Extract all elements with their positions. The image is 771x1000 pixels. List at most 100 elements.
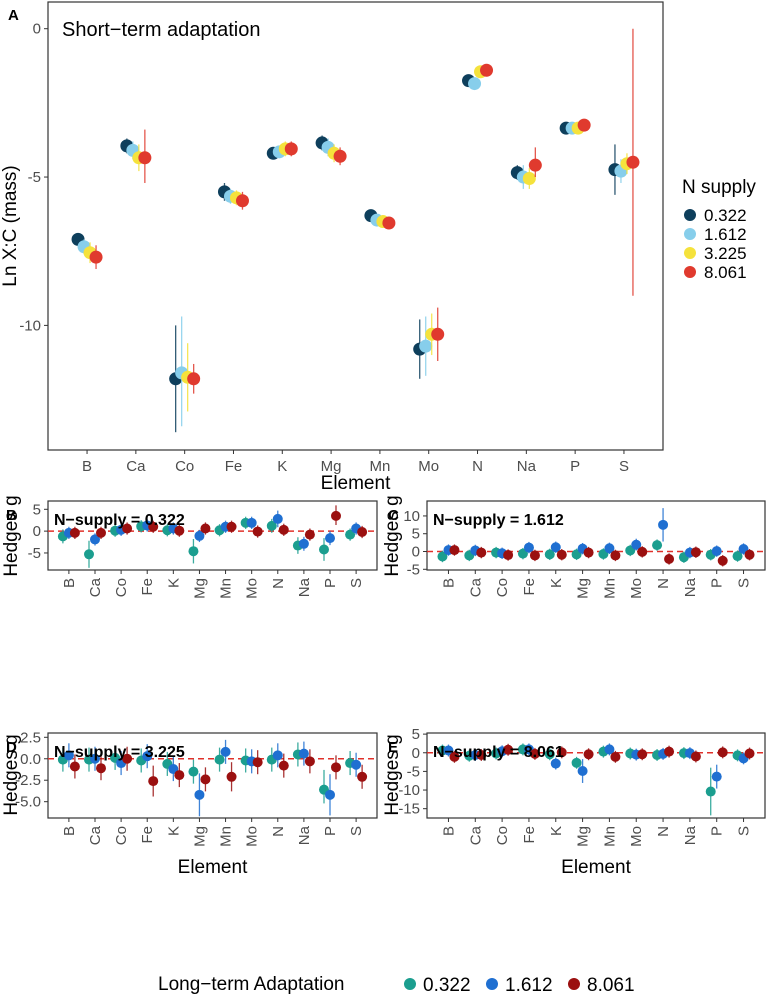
data-point [142, 751, 153, 762]
data-point [556, 747, 567, 758]
data-point [174, 770, 185, 781]
data-point [664, 746, 675, 757]
data-point [351, 759, 362, 770]
y-tick-label: 0 [412, 745, 420, 762]
x-tick-label: Mg [191, 826, 208, 847]
data-point [96, 527, 106, 538]
y-axis-label: Hedges g [1, 734, 22, 815]
data-point [571, 757, 582, 768]
data-point [717, 747, 728, 758]
data-point [503, 744, 514, 755]
bottom-legend-label: 0.322 [423, 975, 471, 996]
series-8.061 [69, 746, 368, 797]
data-point [266, 520, 277, 531]
x-tick-label: Fe [521, 578, 538, 596]
y-tick-label: 10 [403, 508, 420, 525]
series-0.322 [57, 516, 356, 568]
x-tick-label: P [709, 578, 726, 588]
panel-title: N−supply = 8.061 [433, 744, 564, 761]
plot-frame [47, 732, 378, 819]
x-tick-label: Fe [225, 458, 243, 475]
x-tick-label: Fe [521, 826, 538, 844]
data-point [705, 786, 716, 797]
bottom-legend-label: 8.061 [587, 975, 635, 996]
x-tick-label: Co [113, 578, 130, 597]
x-tick-label: Na [296, 825, 313, 845]
data-point [69, 761, 80, 772]
data-point [732, 551, 743, 562]
x-tick-label: Na [682, 825, 699, 845]
panel-a: 0 -5 -10 B Ca Co Fe K Mg Mn Mo N Na P S Ln X:C (mass) El… [0, 1, 664, 494]
data-point [220, 746, 231, 757]
data-point [252, 757, 263, 768]
data-point [284, 142, 298, 156]
y-tick-label: -5.0 [15, 794, 41, 811]
data-point [690, 547, 701, 558]
x-tick-label: Ca [126, 458, 146, 475]
y-tick-label: 0.0 [20, 751, 41, 768]
x-tick-label: Mn [601, 826, 618, 847]
legend-title: N supply [682, 177, 756, 198]
x-tick-label: Mn [218, 578, 235, 599]
x-tick-label: B [61, 578, 78, 588]
x-tick-label: Mg [575, 826, 592, 847]
data-point [583, 547, 594, 558]
y-axis-label: Hedges g [382, 734, 403, 815]
data-point [298, 748, 309, 759]
x-tick-label: Mg [191, 578, 208, 599]
data-point [200, 523, 211, 534]
data-point [544, 749, 555, 760]
y-tick-label: 5 [33, 501, 41, 518]
x-tick-label: K [548, 826, 565, 836]
data-point [711, 546, 722, 557]
legend-swatch [684, 247, 696, 259]
data-point [325, 533, 335, 544]
y-tick-label: -5 [407, 561, 420, 578]
data-point [331, 762, 341, 773]
data-point [148, 521, 159, 532]
data-point [437, 551, 448, 562]
data-point [272, 750, 283, 761]
x-tick-label: Fe [139, 578, 156, 596]
data-point [138, 151, 152, 165]
data-point [610, 550, 621, 561]
data-point [357, 527, 368, 538]
data-point [529, 550, 540, 561]
y-tick-label: 2.5 [20, 729, 41, 746]
plot-frame [47, 1, 664, 451]
data-point [96, 763, 106, 774]
x-tick-label: B [61, 826, 78, 836]
data-point [304, 529, 315, 540]
data-point [449, 751, 460, 762]
panel-title: N−supply = 3.225 [54, 744, 185, 761]
data-point [122, 523, 133, 534]
data-point [187, 372, 201, 386]
data-point [174, 525, 185, 536]
x-tick-label: P [709, 826, 726, 836]
x-tick-label: B [440, 826, 457, 836]
y-tick-label: -10 [398, 782, 420, 799]
data-point [148, 776, 159, 787]
x-tick-label: Ca [87, 577, 104, 597]
x-axis-label: Element [321, 473, 391, 494]
panel-title: N−supply = 0.322 [54, 512, 185, 529]
panel-d: 2.5 0.0 -2.5 -5.0 B Ca Co Fe K Mg Mn Mo N Na P S Hedges … [1, 729, 378, 878]
data-point [690, 751, 701, 762]
x-tick-label: Mg [575, 578, 592, 599]
bottom-legend-swatch [486, 978, 498, 990]
legend-label: 1.612 [704, 225, 747, 244]
x-tick-label: B [440, 578, 457, 588]
legend-label: 0.322 [704, 206, 747, 225]
data-point [325, 789, 335, 800]
data-point [577, 766, 588, 777]
data-point [631, 539, 642, 550]
plot-frame [426, 732, 766, 819]
x-tick-label: N [655, 826, 672, 837]
data-point [577, 118, 591, 132]
bottom-legend-title: Long−term Adaptation [158, 974, 344, 995]
x-tick-label: K [165, 578, 182, 588]
data-point [583, 749, 594, 760]
